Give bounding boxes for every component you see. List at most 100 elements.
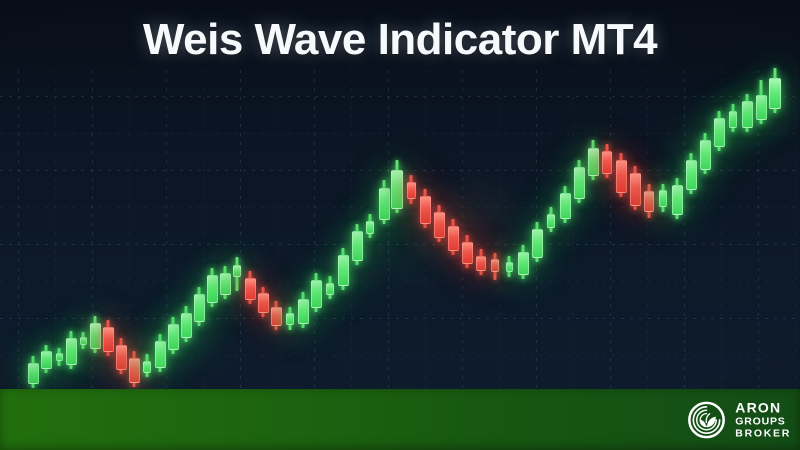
candle-body [128, 358, 140, 383]
candle-body [219, 273, 231, 295]
candle-body [244, 278, 256, 300]
candle-body [351, 231, 363, 261]
candle-body [419, 196, 431, 224]
bearish-candle [257, 287, 269, 317]
bullish-candle [55, 348, 63, 366]
bearish-candle [615, 153, 627, 197]
bullish-candle [310, 273, 322, 312]
candle-body [531, 229, 543, 258]
bullish-candle [206, 268, 218, 307]
bullish-candle [366, 214, 374, 238]
candle-body [233, 265, 241, 277]
candle-body [167, 324, 179, 350]
bearish-candle [447, 219, 459, 255]
leaf-swirl-circle-logo-icon [688, 401, 726, 438]
candle-body [461, 242, 473, 264]
candle-body [769, 78, 781, 109]
bullish-candle [769, 68, 781, 113]
candle-body [27, 363, 39, 384]
bullish-candle [378, 180, 390, 224]
bullish-candle [659, 184, 667, 212]
candle-body [257, 293, 269, 313]
candle-body [447, 226, 459, 251]
candle-body [297, 299, 309, 324]
bullish-candle [729, 104, 737, 132]
candle-body [505, 262, 513, 272]
candle-body [143, 361, 151, 373]
bullish-candle [671, 178, 683, 219]
bearish-candle [602, 144, 612, 178]
candle-body [547, 214, 555, 228]
bullish-candle [531, 222, 543, 262]
candle-body [270, 307, 282, 326]
bullish-candle [685, 153, 697, 194]
bottom-banner: ARON GROUPS BROKER [0, 389, 800, 450]
bullish-candle [755, 80, 767, 124]
candle-body [615, 160, 627, 193]
bullish-candle [167, 317, 179, 354]
bearish-candle [644, 184, 654, 218]
page-title: Weis Wave Indicator MT4 [142, 15, 658, 64]
candle-body [310, 280, 322, 308]
candle-body [659, 190, 667, 207]
bullish-candle [219, 266, 231, 299]
candle-body [729, 111, 737, 128]
brand-line-2: GROUPS [735, 415, 786, 427]
bullish-candle [193, 287, 205, 326]
bearish-candle [629, 166, 641, 210]
bullish-candle [337, 248, 349, 290]
bullish-candle [154, 334, 166, 372]
candle-body [55, 353, 63, 361]
candle-body [366, 221, 374, 234]
candle-body [326, 283, 334, 295]
candle-body [102, 327, 114, 352]
bullish-candle [351, 224, 363, 265]
candle-body [644, 191, 654, 212]
candle-body [587, 148, 599, 176]
candle-body [337, 255, 349, 286]
brand-lockup: ARON GROUPS BROKER [687, 400, 791, 439]
bearish-candle [270, 301, 282, 330]
candle-body [559, 193, 571, 219]
candle-body [629, 173, 641, 206]
candle-body [741, 101, 753, 128]
bearish-candle [102, 320, 114, 356]
bullish-candle [713, 111, 725, 151]
bearish-candle [491, 253, 499, 280]
candle-body [65, 338, 77, 365]
bullish-candle [547, 207, 555, 232]
candle-body [573, 167, 585, 199]
candle-body [491, 259, 499, 272]
bearish-candle [419, 189, 431, 228]
bullish-candle [233, 257, 241, 291]
candle-body [433, 212, 445, 238]
bearish-candle [128, 351, 140, 387]
candle-body [378, 188, 390, 220]
bullish-candle [699, 133, 711, 174]
brand-line-1: ARON [735, 399, 782, 415]
bullish-candle [180, 306, 192, 342]
candle-body [206, 275, 218, 303]
brand-name: ARON GROUPS BROKER [735, 400, 791, 439]
bullish-candle [286, 307, 294, 330]
candle-body [286, 313, 294, 325]
candle-body [602, 151, 612, 174]
bearish-candle [406, 175, 416, 204]
bullish-candle [89, 316, 101, 353]
bullish-candle [517, 245, 529, 279]
candle-body [755, 95, 767, 120]
bullish-candle [573, 160, 585, 203]
candle-body [713, 118, 725, 147]
candle-body [406, 182, 416, 199]
bearish-candle [115, 338, 127, 374]
bullish-candle [27, 356, 39, 388]
candle-body [517, 252, 529, 275]
candle-body [685, 160, 697, 190]
candle-body [79, 337, 87, 345]
bullish-candle [741, 94, 753, 132]
bullish-candle [391, 160, 403, 213]
bearish-candle [433, 205, 445, 242]
bullish-candle [79, 332, 87, 349]
